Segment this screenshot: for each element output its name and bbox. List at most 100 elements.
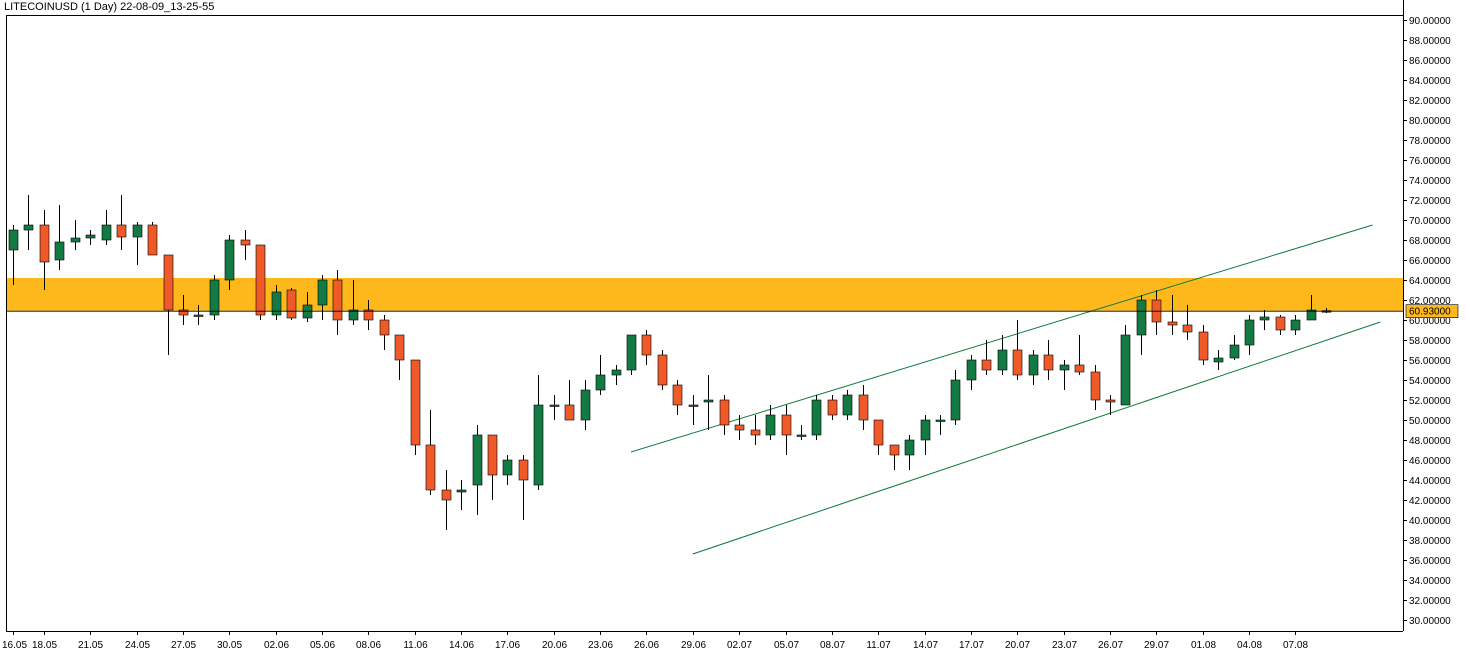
candle: [502, 455, 513, 485]
x-tick-label: 26.07: [1098, 640, 1123, 651]
x-tick-label: 07.08: [1283, 640, 1308, 651]
candle-body: [580, 389, 591, 421]
candle: [580, 380, 591, 430]
candle: [1259, 310, 1270, 330]
x-tick-label: 29.06: [681, 640, 706, 651]
x-tick-label: 08.07: [820, 640, 845, 651]
y-tick-label: 44.00000: [1409, 476, 1451, 487]
x-tick-label: 11.06: [403, 640, 428, 651]
y-tick-label: 84.00000: [1409, 76, 1451, 87]
y-tick-label: 36.00000: [1409, 556, 1451, 567]
y-tick-label: 46.00000: [1409, 456, 1451, 467]
y-tick-label: 42.00000: [1409, 496, 1451, 507]
x-tick-label: 05.07: [774, 640, 799, 651]
candle-body: [935, 419, 946, 422]
candle: [178, 295, 189, 325]
candle-body: [781, 414, 792, 436]
candle-body: [657, 354, 668, 386]
candle: [1012, 320, 1023, 380]
candle: [224, 235, 235, 290]
candle: [394, 334, 405, 380]
x-tick-label: 27.05: [171, 640, 196, 651]
candle-body: [116, 224, 127, 238]
candle: [858, 385, 869, 430]
candle: [626, 334, 637, 375]
candle-body: [425, 444, 436, 491]
candle: [410, 359, 421, 455]
x-tick-label: 23.06: [588, 640, 613, 651]
candle: [1198, 325, 1209, 365]
y-tick-label: 30.00000: [1409, 616, 1451, 627]
chart-frame: [6, 0, 1404, 632]
y-tick-label: 50.00000: [1409, 416, 1451, 427]
candle-body: [873, 419, 884, 446]
candle: [672, 380, 683, 415]
x-tick-label: 04.08: [1237, 640, 1262, 651]
candle-body: [332, 279, 343, 321]
candle: [920, 415, 931, 455]
candle: [1229, 335, 1240, 360]
candle-body: [54, 241, 65, 261]
candle: [533, 375, 544, 490]
candle-body: [394, 334, 405, 361]
candle: [240, 230, 251, 260]
candle-body: [842, 394, 853, 416]
candle-body: [1290, 319, 1301, 331]
candle: [1074, 335, 1085, 375]
candle-body: [1244, 319, 1255, 346]
x-tick-label: 08.06: [356, 640, 381, 651]
candle-body: [765, 414, 776, 436]
y-tick-label: 56.00000: [1409, 356, 1451, 367]
candle: [1244, 315, 1255, 355]
candle-body: [595, 374, 606, 391]
y-tick-label: 78.00000: [1409, 136, 1451, 147]
y-tick-label: 90.00000: [1409, 16, 1451, 27]
candle: [379, 315, 390, 350]
trendline-2: [692, 321, 1381, 555]
candle-body: [626, 334, 637, 371]
y-tick-label: 32.00000: [1409, 596, 1451, 607]
candle: [472, 425, 483, 515]
candle-body: [472, 434, 483, 486]
candle: [1105, 395, 1116, 415]
candle-body: [410, 359, 421, 446]
x-tick-label: 24.05: [125, 640, 150, 651]
y-tick-label: 76.00000: [1409, 156, 1451, 167]
x-tick-label: 16.05: [2, 640, 27, 651]
y-tick-label: 62.00000: [1409, 296, 1451, 307]
x-tick-label: 17.07: [959, 640, 984, 651]
candle: [147, 222, 158, 256]
x-tick-label: 29.07: [1144, 640, 1169, 651]
candle: [719, 395, 730, 435]
y-tick-label: 38.00000: [1409, 536, 1451, 547]
candle: [8, 225, 19, 285]
candle-body: [1090, 371, 1101, 401]
x-tick-label: 18.05: [32, 640, 57, 651]
y-tick-label: 80.00000: [1409, 116, 1451, 127]
candle: [765, 405, 776, 440]
candle: [781, 405, 792, 455]
candle: [425, 410, 436, 495]
candle: [1306, 295, 1317, 321]
x-tick-label: 14.06: [449, 640, 474, 651]
candle: [1136, 295, 1147, 355]
y-tick-label: 52.00000: [1409, 396, 1451, 407]
candle: [332, 270, 343, 335]
candle-body: [193, 314, 204, 317]
y-tick-label: 68.00000: [1409, 236, 1451, 247]
candle: [286, 288, 297, 320]
x-tick-label: 21.05: [78, 640, 103, 651]
candle-body: [441, 489, 452, 501]
candle-body: [734, 424, 745, 431]
candle: [255, 244, 266, 320]
y-tick-label: 54.00000: [1409, 376, 1451, 387]
candle-body: [1198, 331, 1209, 361]
candle-body: [1136, 299, 1147, 336]
x-tick-label: 02.06: [264, 640, 289, 651]
candle: [23, 195, 34, 250]
y-tick-label: 82.00000: [1409, 96, 1451, 107]
candle-body: [750, 429, 761, 436]
candle-body: [178, 309, 189, 316]
candle: [564, 380, 575, 421]
trendline-layer: [630, 224, 1381, 555]
